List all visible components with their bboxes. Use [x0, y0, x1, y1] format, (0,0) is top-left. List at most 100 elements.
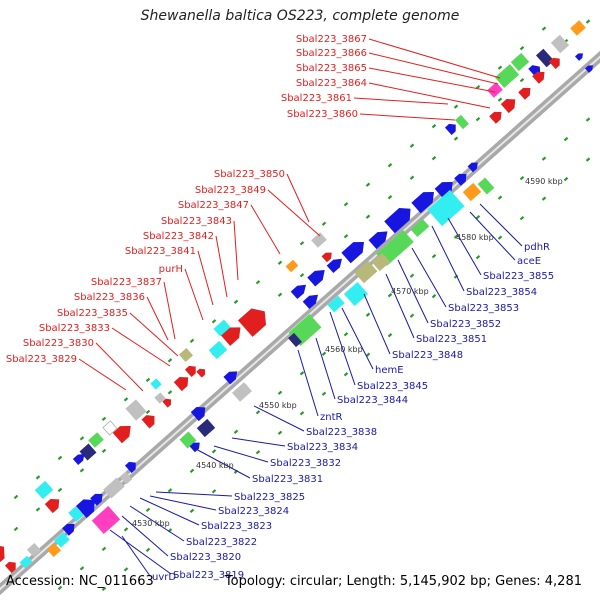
gene-feature [410, 218, 430, 238]
gene-feature [494, 64, 520, 88]
red-leader-line [129, 312, 179, 357]
gene-feature [162, 398, 171, 408]
red-gene-label: Sbal223_3850 [214, 169, 285, 180]
far-inner-tick-track [563, 176, 569, 182]
gene-feature [90, 493, 103, 506]
outer-tick-track [497, 65, 503, 70]
red-gene-label: Sbal223_3847 [178, 200, 249, 211]
inner-tick-track [79, 566, 85, 571]
blue-leader-line [397, 259, 429, 324]
ruler-label-kbp-4550: 4550 kbp [259, 401, 297, 410]
gene-feature [462, 182, 482, 202]
far-inner-tick-track [365, 352, 371, 357]
gene-feature [102, 420, 118, 436]
gene-feature [223, 371, 238, 385]
blue-leader-line [121, 535, 151, 577]
genome-info-label: Topology: circular; Length: 5,145,902 bp… [224, 574, 582, 589]
gene-feature [575, 53, 583, 61]
outer-tick-track [145, 377, 151, 383]
blue-leader-line [363, 293, 391, 355]
outer-tick-track [365, 182, 371, 187]
inner-tick-track [409, 273, 415, 278]
far-inner-tick-track [497, 235, 503, 240]
map-title: Shewanella baltica OS223, complete genom… [140, 8, 460, 24]
far-inner-tick-track [409, 313, 415, 318]
far-inner-tick-track [475, 254, 481, 260]
blue-leader-line [149, 495, 217, 511]
red-gene-label: Sbal223_3864 [296, 78, 367, 89]
gene-feature [321, 252, 332, 263]
mid-tick-track [475, 116, 481, 122]
inner-tick-track [57, 585, 63, 591]
gene-feature [213, 319, 231, 337]
far-inner-tick-track [277, 430, 283, 435]
far-inner-tick-track [145, 547, 151, 553]
gene-feature [327, 295, 345, 313]
mid-tick-track [431, 156, 437, 161]
blue-leader-line [447, 217, 482, 276]
gene-feature [455, 114, 469, 130]
red-gene-label: Sbal223_3836 [74, 292, 145, 303]
blue-leader-line [109, 529, 172, 575]
far-inner-tick-track [255, 450, 261, 455]
mid-tick-track [145, 409, 151, 415]
mid-tick-track [167, 390, 173, 395]
gene-feature [326, 258, 342, 274]
red-leader-line [368, 67, 496, 93]
blue-gene-label: Sbal223_3824 [218, 506, 289, 517]
gene-feature [184, 365, 196, 378]
gene-feature [34, 480, 54, 500]
blue-gene-label: Sbal223_3825 [234, 492, 305, 503]
red-leader-line [111, 327, 171, 367]
gene-feature [411, 192, 434, 214]
outer-tick-track [79, 436, 85, 441]
gene-feature [196, 368, 205, 378]
red-leader-line [146, 296, 169, 341]
inner-tick-track [453, 234, 459, 239]
inner-tick-track [365, 312, 371, 317]
outer-tick-track [35, 475, 41, 480]
gene-feature [208, 340, 228, 360]
outer-tick-track [321, 221, 327, 226]
inner-tick-track [255, 410, 261, 415]
far-inner-tick-track [585, 157, 591, 162]
inner-tick-track [497, 195, 503, 200]
red-gene-label: Sbal223_3865 [296, 63, 367, 74]
gene-feature [19, 555, 33, 569]
blue-gene-label: Sbal223_3848 [392, 350, 463, 361]
red-gene-label: Sbal223_3843 [161, 216, 232, 227]
gene-feature [150, 378, 162, 390]
blue-gene-label: Sbal223_3845 [357, 381, 428, 392]
inner-tick-track [321, 351, 327, 356]
blue-gene-label: Sbal223_3819 [173, 570, 244, 581]
gene-feature [290, 284, 306, 300]
gene-feature [62, 523, 75, 536]
mid-tick-track [365, 214, 371, 219]
gene-feature [302, 294, 318, 310]
red-gene-label: Sbal223_3829 [6, 354, 77, 365]
blue-gene-label: Sbal223_3855 [483, 271, 554, 282]
inner-tick-track [563, 136, 569, 142]
inner-tick-track [233, 429, 239, 434]
gene-feature [154, 392, 166, 404]
inner-tick-track [299, 371, 305, 376]
outer-tick-track [519, 45, 525, 51]
gene-feature [178, 347, 194, 363]
blue-gene-label: Sbal223_3831 [252, 474, 323, 485]
mid-tick-track [35, 507, 41, 512]
gene-feature [550, 34, 570, 54]
far-inner-tick-track [541, 196, 547, 201]
blue-gene-label: Sbal223_3820 [170, 552, 241, 563]
gene-feature [141, 415, 155, 429]
mid-tick-track [519, 77, 525, 83]
blue-leader-line [129, 505, 185, 542]
red-gene-label: Sbal223_3841 [125, 246, 196, 257]
inner-tick-track [343, 332, 349, 337]
gene-feature [307, 270, 325, 287]
gene-feature [91, 505, 121, 535]
red-leader-line [353, 97, 449, 105]
blue-gene-label: hemE [375, 365, 404, 376]
blue-gene-label: Sbal223_3844 [337, 395, 408, 406]
inner-tick-track [211, 449, 217, 454]
